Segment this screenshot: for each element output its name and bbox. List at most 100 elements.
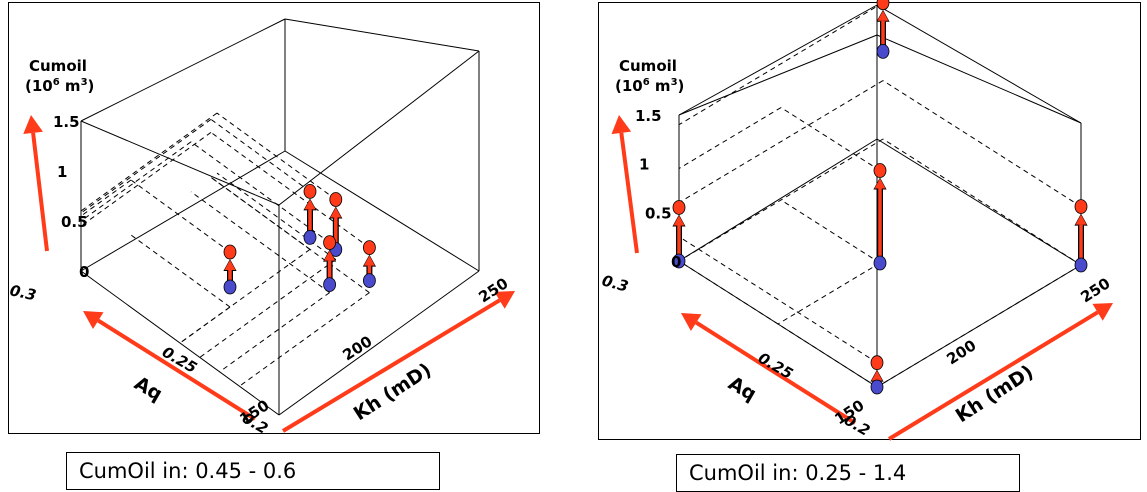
- z-tick-label: 0.5: [61, 213, 88, 231]
- guide-line: [780, 199, 881, 264]
- growth-arrow: [871, 370, 883, 381]
- z-axis-arrow: [23, 115, 49, 252]
- growth-arrow-head: [1075, 214, 1087, 225]
- growth-arrow: [874, 178, 886, 257]
- growth-arrow: [1075, 214, 1087, 259]
- point-initial: [303, 229, 317, 245]
- growth-arrow-head: [304, 199, 316, 210]
- growth-arrow: [673, 215, 685, 255]
- point-final: [223, 244, 237, 260]
- growth-arrow: [330, 207, 342, 244]
- point-final: [303, 183, 317, 199]
- aq-axis-label: Aq: [725, 372, 761, 405]
- aq-tick-label: 0.25: [755, 349, 796, 383]
- guide-line: [210, 176, 370, 294]
- z-axis-arrow-head: [611, 115, 632, 135]
- aq-axis-arrow-shaft: [695, 320, 857, 425]
- guide-line: [216, 172, 337, 260]
- point-final: [672, 200, 686, 215]
- aq-tick-label: 0.3: [8, 281, 38, 304]
- point-final: [870, 355, 884, 371]
- box-edge: [80, 270, 280, 416]
- kh-axis-arrow-head: [1092, 303, 1113, 321]
- box-edge: [278, 270, 480, 416]
- z-axis-label-line1: Cumoil: [619, 57, 677, 75]
- guide-line: [80, 141, 192, 222]
- aq-tick-label: 0.3: [600, 271, 630, 295]
- growth-arrow: [304, 199, 316, 232]
- box-edge: [678, 34, 878, 116]
- aq-axis-arrow-head: [681, 313, 702, 331]
- guide-line: [678, 236, 878, 364]
- box-edge: [678, 4, 878, 116]
- z-tick-label: 1.5: [53, 113, 80, 131]
- z-tick-label: 1: [57, 163, 67, 181]
- z-axis-label-line2: (106 m3): [25, 77, 94, 95]
- kh-axis-label: Kh (mD): [350, 359, 436, 425]
- box-edge: [278, 50, 480, 206]
- guide-line: [678, 80, 884, 204]
- growth-arrow: [324, 250, 336, 279]
- growth-arrow-head: [330, 207, 342, 218]
- guide-line: [80, 118, 212, 214]
- guide-line: [190, 141, 330, 244]
- guide-line: [678, 260, 878, 388]
- guide-line: [80, 112, 218, 212]
- box-edge: [284, 18, 480, 52]
- z-tick-label: 1: [639, 156, 649, 174]
- guide-line: [882, 80, 1082, 208]
- box-edge: [876, 138, 1082, 266]
- guide-line: [179, 248, 311, 344]
- z-axis-label-line1: Cumoil: [29, 57, 87, 75]
- kh-axis-arrow-shaft: [887, 310, 1099, 441]
- point-initial: [1074, 257, 1088, 273]
- caption-right: CumOil in: 0.25 - 1.4: [676, 454, 1020, 492]
- guide-line: [130, 179, 231, 253]
- guide-line: [678, 2, 884, 126]
- kh-tick-label: 200: [943, 336, 979, 368]
- growth-arrow-head: [874, 178, 886, 189]
- growth-arrow-head: [877, 10, 889, 21]
- box-edge: [678, 138, 878, 262]
- point-final: [362, 240, 376, 256]
- point-initial: [362, 273, 376, 289]
- z-tick-label: 0.5: [645, 204, 672, 222]
- guide-line: [80, 179, 132, 217]
- growth-arrow-head: [673, 215, 685, 226]
- kh-axis-arrow-shaft: [281, 298, 501, 433]
- guide-line: [216, 112, 337, 200]
- kh-tick-label: 200: [339, 332, 375, 364]
- z-axis-arrow: [611, 115, 639, 254]
- chart-panel-left: 1.5 1 0.5 0 Cumoil (106 m3) 0.3 0.25 0.2 Aq 150 200…: [8, 2, 540, 438]
- kh-axis-arrow-head: [494, 291, 515, 309]
- box-edge: [80, 18, 286, 122]
- caption-left: CumOil in: 0.45 - 0.6: [66, 452, 440, 490]
- guide-line: [210, 131, 370, 249]
- chart-panel-right: 1.5 1 0.5 0 Cumoil (106 m3) 0.3 0.25 0.2 Aq 150 200…: [598, 0, 1141, 441]
- kh-axis-arrow: [281, 291, 515, 433]
- point-initial: [870, 379, 884, 395]
- z-axis-arrow-shaft: [31, 132, 49, 252]
- growth-arrow: [877, 10, 889, 46]
- box-edge: [80, 120, 280, 206]
- box-edge: [876, 34, 1082, 124]
- aq-axis-arrow-shaft: [97, 318, 257, 421]
- guide-line: [210, 118, 311, 192]
- growth-arrow: [363, 255, 375, 275]
- z-tick-label: 1.5: [635, 107, 662, 125]
- point-initial: [672, 253, 686, 269]
- point-initial: [223, 279, 237, 295]
- point-final: [323, 235, 337, 251]
- growth-arrow: [224, 260, 236, 281]
- guide-line: [130, 234, 231, 308]
- growth-arrow-head: [324, 250, 336, 261]
- guide-line: [678, 107, 782, 169]
- guide-line: [777, 262, 881, 325]
- z-axis-arrow-shaft: [619, 132, 639, 254]
- point-initial: [876, 44, 890, 59]
- guide-line: [678, 138, 884, 262]
- z-tick-label: 0: [79, 263, 89, 281]
- guide-line: [219, 292, 330, 373]
- growth-arrow-head: [224, 260, 236, 270]
